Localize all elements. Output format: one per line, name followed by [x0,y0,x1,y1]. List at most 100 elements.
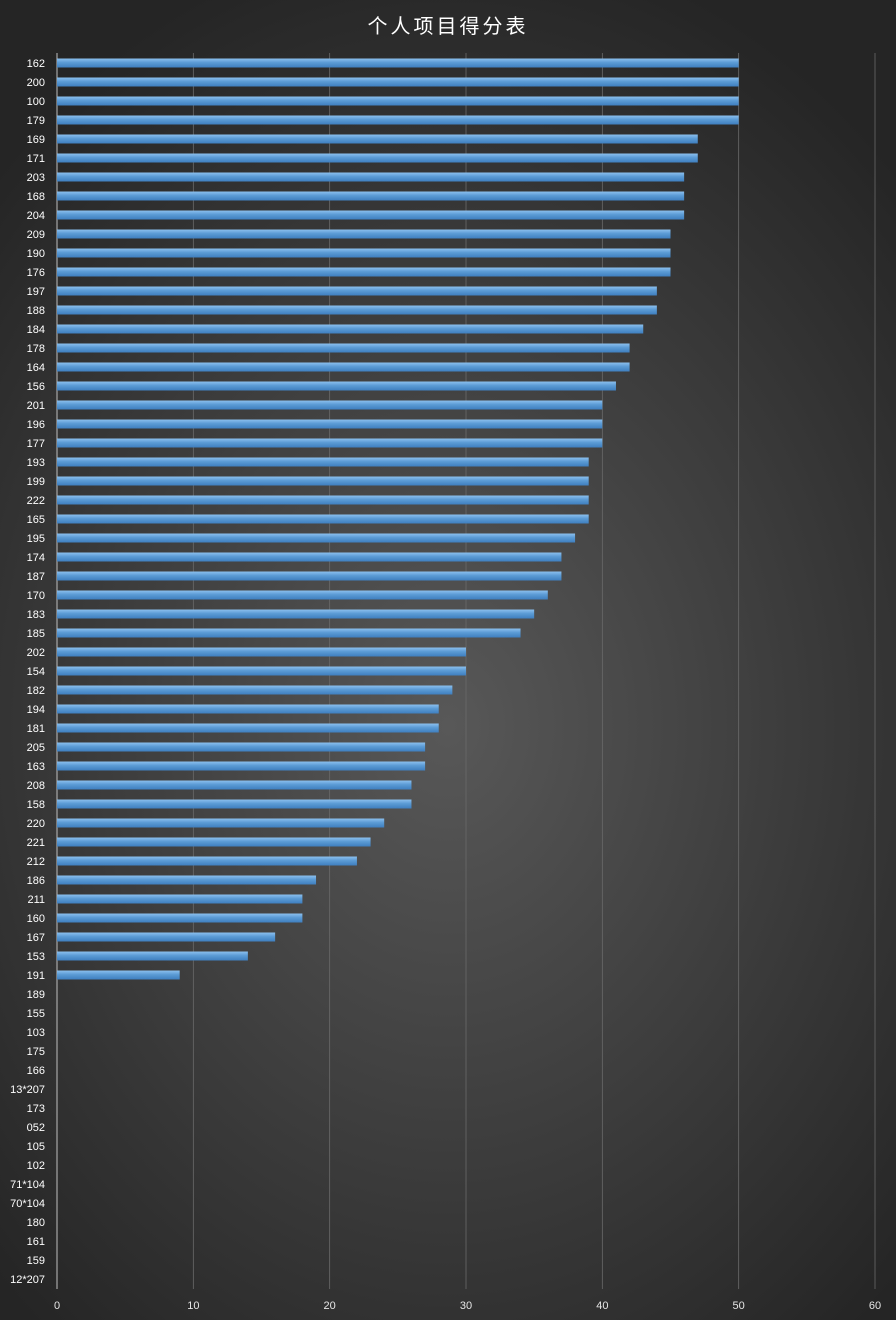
y-tick-label: 160 [27,913,45,925]
bar [57,457,589,467]
bar [57,476,589,486]
y-tick-label: 200 [27,77,45,89]
y-tick-label: 182 [27,685,45,697]
bar [57,419,603,429]
y-tick-label: 220 [27,818,45,830]
y-tick-label: 155 [27,1008,45,1020]
y-tick-label: 208 [27,780,45,792]
y-tick-label: 222 [27,495,45,507]
y-tick-label: 161 [27,1236,45,1248]
bar [57,913,303,923]
y-tick-label: 190 [27,248,45,260]
bar [57,875,317,885]
y-tick-label: 183 [27,609,45,621]
y-tick-label: 171 [27,153,45,165]
y-tick-label: 12*207 [10,1274,45,1286]
bar [57,58,739,68]
y-tick-label: 174 [27,552,45,564]
bar [57,761,426,771]
x-tick-label: 50 [733,1300,745,1312]
y-tick-label: 204 [27,210,45,222]
y-tick-label: 199 [27,476,45,488]
y-tick-label: 194 [27,704,45,716]
bar [57,495,589,505]
y-tick-label: 166 [27,1065,45,1077]
y-tick-label: 156 [27,381,45,393]
bar [57,153,698,163]
y-tick-label: 193 [27,457,45,469]
bar [57,932,276,942]
bar [57,590,548,600]
y-tick-label: 13*207 [10,1084,45,1096]
y-tick-label: 180 [27,1217,45,1229]
x-tick-label: 20 [324,1300,336,1312]
x-tick-label: 0 [54,1300,60,1312]
bar [57,856,357,866]
bar [57,324,644,334]
y-tick-label: 159 [27,1255,45,1267]
y-tick-label: 188 [27,305,45,317]
y-tick-label: 102 [27,1160,45,1172]
y-tick-label: 212 [27,856,45,868]
y-tick-label: 052 [27,1122,45,1134]
bar [57,96,739,106]
bar [57,305,657,315]
bar [57,248,671,258]
bar [57,818,385,828]
bar [57,894,303,904]
y-tick-label: 173 [27,1103,45,1115]
bar [57,286,657,296]
y-tick-label: 103 [27,1027,45,1039]
bar [57,533,576,543]
y-tick-label: 189 [27,989,45,1001]
bar [57,514,589,524]
y-tick-label: 164 [27,362,45,374]
y-tick-label: 185 [27,628,45,640]
y-tick-label: 201 [27,400,45,412]
y-tick-label: 179 [27,115,45,127]
y-tick-label: 154 [27,666,45,678]
bar [57,837,371,847]
y-tick-label: 167 [27,932,45,944]
bar [57,571,562,581]
y-tick-label: 105 [27,1141,45,1153]
y-tick-label: 70*104 [10,1198,45,1210]
y-tick-label: 211 [27,894,45,906]
bar [57,191,685,201]
y-tick-label: 158 [27,799,45,811]
y-tick-label: 191 [27,970,45,982]
bar [57,970,180,980]
bar [57,77,739,87]
y-tick-label: 153 [27,951,45,963]
bar [57,381,616,391]
y-tick-label: 176 [27,267,45,279]
x-tick-label: 30 [460,1300,472,1312]
bar [57,609,535,619]
y-tick-label: 197 [27,286,45,298]
chart-title: 个人项目得分表 [367,14,529,38]
y-tick-label: 169 [27,134,45,146]
bar [57,172,685,182]
bar [57,343,630,353]
bar [57,780,412,790]
y-tick-label: 203 [27,172,45,184]
bar [57,438,603,448]
x-tick-label: 60 [869,1300,881,1312]
y-tick-label: 71*104 [10,1179,45,1191]
bar [57,400,603,410]
y-tick-label: 202 [27,647,45,659]
y-tick-label: 181 [27,723,45,735]
y-tick-label: 205 [27,742,45,754]
y-tick-label: 163 [27,761,45,773]
bar [57,134,698,144]
bar [57,742,426,752]
y-tick-label: 196 [27,419,45,431]
bar [57,685,453,695]
bar [57,666,466,676]
bar [57,362,630,372]
bar [57,229,671,239]
y-tick-label: 177 [27,438,45,450]
bar [57,951,248,961]
